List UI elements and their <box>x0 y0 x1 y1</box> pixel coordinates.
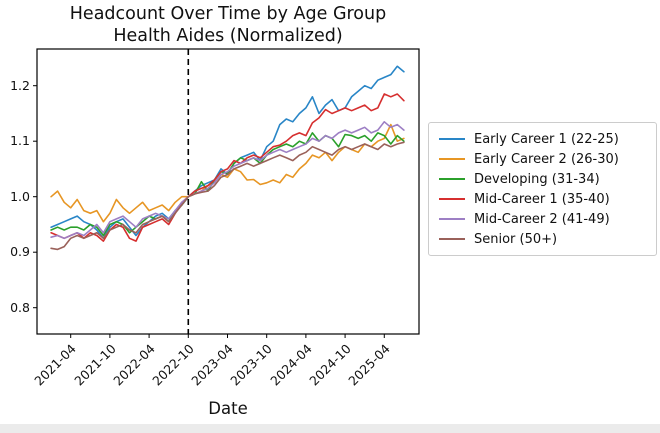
legend-item-mid-career-1-35-40: Mid-Career 1 (35-40) <box>429 189 656 209</box>
x-axis-label: Date <box>208 399 248 418</box>
y-tick-label: 1.1 <box>10 133 30 149</box>
legend-label: Senior (50+) <box>474 231 558 247</box>
legend-line-swatch <box>439 238 465 240</box>
series-line-senior-50 <box>50 141 405 251</box>
legend-label: Early Career 1 (22-25) <box>474 131 619 147</box>
legend-label: Mid-Career 2 (41-49) <box>474 211 610 227</box>
legend-line-swatch <box>439 198 465 200</box>
legend-label: Developing (31-34) <box>474 171 600 187</box>
bottom-strip <box>0 424 660 433</box>
legend: Early Career 1 (22-25) Early Career 2 (26… <box>428 122 657 256</box>
chart-title: Headcount Over Time by Age Group <box>69 4 387 24</box>
legend-item-developing-31-34: Developing (31-34) <box>429 169 656 189</box>
y-tick-label: 0.9 <box>10 244 30 260</box>
series-line-developing-31-34 <box>50 132 405 237</box>
legend-item-early-career-1-22-25: Early Career 1 (22-25) <box>429 129 656 149</box>
y-tick-label: 0.8 <box>10 299 30 315</box>
chart-subtitle: Health Aides (Normalized) <box>113 26 343 46</box>
legend-line-swatch <box>439 138 465 140</box>
series-line-mid-career-1-35-40 <box>50 93 405 242</box>
series-line-mid-career-2-41-49 <box>50 121 405 240</box>
legend-item-senior-50: Senior (50+) <box>429 229 656 249</box>
axes-frame <box>36 48 420 335</box>
legend-line-swatch <box>439 218 465 220</box>
y-tick-label: 1.0 <box>10 188 30 204</box>
legend-line-swatch <box>439 158 465 160</box>
legend-label: Early Career 2 (26-30) <box>474 151 619 167</box>
legend-item-early-career-2-26-30: Early Career 2 (26-30) <box>429 149 656 169</box>
legend-line-swatch <box>439 178 465 180</box>
legend-item-mid-career-2-41-49: Mid-Career 2 (41-49) <box>429 209 656 229</box>
series-line-early-career-1-22-25 <box>50 65 405 240</box>
y-tick-label: 1.2 <box>10 77 30 93</box>
title-block: Headcount Over Time by Age Group Health … <box>0 3 456 47</box>
legend-label: Mid-Career 1 (35-40) <box>474 191 610 207</box>
